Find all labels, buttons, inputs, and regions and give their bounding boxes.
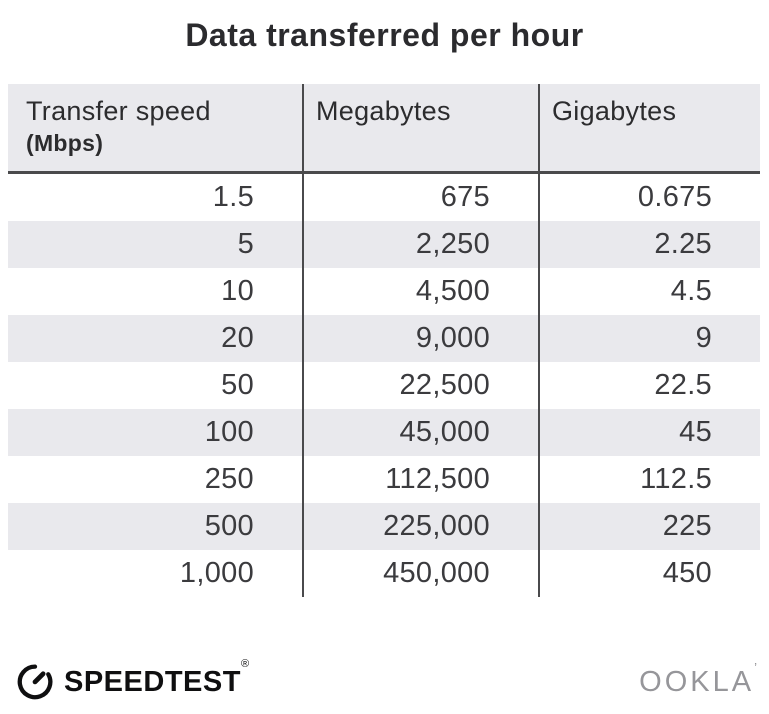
cell-gigabytes: 112.5 <box>538 456 760 503</box>
cell-speed: 250 <box>204 463 254 495</box>
cell-megabytes: 225,000 <box>302 503 538 550</box>
cell-speed: 1,000 <box>179 557 254 589</box>
table-row: 100 45,000 45 <box>8 409 760 456</box>
table-header-row: Transfer speed (Mbps) Megabytes Gigabyte… <box>8 84 760 174</box>
cell-gigabytes: 45 <box>538 409 760 456</box>
data-table: Transfer speed (Mbps) Megabytes Gigabyte… <box>8 84 760 597</box>
table-row: 1.5 675 0.675 <box>8 174 760 221</box>
cell-speed: 5 <box>237 228 254 260</box>
cell-speed: 10 <box>221 275 254 307</box>
cell-gigabytes: 22.5 <box>538 362 760 409</box>
header-gigabytes: Gigabytes <box>538 84 760 171</box>
cell-megabytes: 2,250 <box>302 221 538 268</box>
cell-speed: 100 <box>204 416 254 448</box>
cell-speed: 1.5 <box>212 181 254 213</box>
cell-megabytes: 675 <box>302 174 538 221</box>
header-transfer-speed-label: Transfer speed <box>26 96 211 126</box>
table-body: 1.5 675 0.675 5 2,250 2.25 10 4,500 4.5 … <box>8 174 760 597</box>
header-transfer-speed-unit: (Mbps) <box>26 130 104 156</box>
page-title: Data transferred per hour <box>185 17 584 53</box>
cell-gigabytes: 225 <box>538 503 760 550</box>
cell-gigabytes: 4.5 <box>538 268 760 315</box>
registered-mark-icon: ® <box>240 658 250 670</box>
header-transfer-speed: Transfer speed (Mbps) <box>8 84 302 171</box>
cell-gigabytes: 9 <box>538 315 760 362</box>
cell-gigabytes: 0.675 <box>538 174 760 221</box>
cell-megabytes: 4,500 <box>302 268 538 315</box>
table-row: 250 112,500 112.5 <box>8 456 760 503</box>
cell-megabytes: 112,500 <box>302 456 538 503</box>
table-row: 50 22,500 22.5 <box>8 362 760 409</box>
cell-megabytes: 450,000 <box>302 550 538 597</box>
speedtest-logo: SPEEDTEST® <box>14 658 250 706</box>
cell-megabytes: 45,000 <box>302 409 538 456</box>
table-row: 1,000 450,000 450 <box>8 550 760 597</box>
footer: SPEEDTEST® OOKLA’ <box>14 658 757 706</box>
cell-speed: 20 <box>221 322 254 354</box>
ookla-trademark-icon: ’ <box>754 660 757 675</box>
cell-gigabytes: 450 <box>538 550 760 597</box>
speedtest-gauge-icon <box>14 659 56 706</box>
speedtest-wordmark: SPEEDTEST® <box>64 658 250 698</box>
cell-megabytes: 22,500 <box>302 362 538 409</box>
table-row: 5 2,250 2.25 <box>8 221 760 268</box>
cell-speed: 500 <box>204 510 254 542</box>
table-row: 20 9,000 9 <box>8 315 760 362</box>
ookla-logo: OOKLA’ <box>639 660 757 698</box>
cell-gigabytes: 2.25 <box>538 221 760 268</box>
table-row: 500 225,000 225 <box>8 503 760 550</box>
header-megabytes: Megabytes <box>302 84 538 171</box>
table-row: 10 4,500 4.5 <box>8 268 760 315</box>
cell-megabytes: 9,000 <box>302 315 538 362</box>
cell-speed: 50 <box>221 369 254 401</box>
